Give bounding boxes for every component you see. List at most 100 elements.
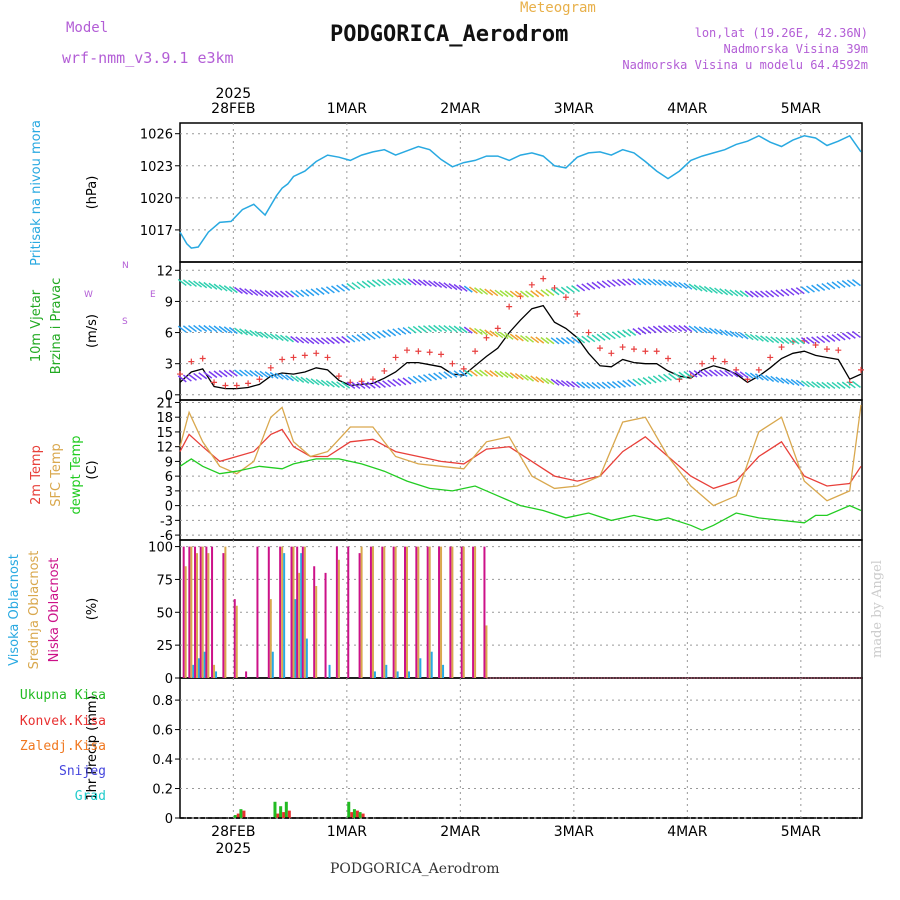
- wind-barb: [489, 289, 499, 297]
- wind-barb: [422, 325, 432, 333]
- wind-barb: [489, 330, 499, 338]
- wind-barb: [193, 372, 203, 381]
- wind-barb: [463, 285, 473, 293]
- y-tick-label: 1017: [140, 224, 173, 239]
- wind-gust-marker: [574, 310, 581, 317]
- wind-barb: [346, 282, 356, 291]
- wind-barb: [841, 280, 851, 288]
- wind-barb: [550, 337, 560, 345]
- wind-barb: [208, 325, 218, 333]
- wind-barb: [765, 335, 775, 344]
- wind-barb: [703, 326, 713, 335]
- wind-gust-marker: [619, 344, 626, 351]
- wind-gust-marker: [823, 346, 830, 353]
- wind-barb: [831, 381, 841, 390]
- y-tick-label: 18: [156, 411, 173, 426]
- low-cloud-label: Niska Oblacnost: [47, 558, 62, 663]
- y-tick-label: 1026: [140, 128, 173, 143]
- wind-gust-marker: [585, 329, 592, 336]
- wind-barb: [642, 377, 652, 385]
- precip-total-bar: [358, 812, 362, 818]
- wind-barb: [239, 287, 249, 295]
- wind-dir-w: W: [84, 290, 93, 300]
- wind-barb: [831, 281, 841, 289]
- wind-barb: [438, 281, 448, 289]
- wind-barb: [259, 289, 269, 298]
- wind-barb: [269, 290, 279, 298]
- wind-barb: [188, 373, 197, 381]
- wind-barb: [448, 325, 458, 333]
- wind-barb: [448, 370, 458, 378]
- wind-barb: [530, 336, 540, 344]
- wind-barb: [565, 285, 575, 294]
- wind-barb: [555, 337, 565, 345]
- model-name: wrf-nmm_v3.9.1 e3km: [62, 49, 234, 67]
- wind-barb: [279, 373, 289, 381]
- wind-barb: [617, 380, 626, 388]
- wind-barb: [188, 279, 197, 288]
- wind-barb: [637, 327, 647, 335]
- wind-barb: [596, 281, 606, 289]
- wind-barb: [811, 284, 821, 292]
- wind-barb: [234, 286, 243, 294]
- wind-barb: [239, 328, 249, 336]
- wind-barb: [780, 289, 790, 297]
- wind-barb: [734, 331, 744, 339]
- wind-barb: [361, 333, 371, 341]
- wind-speed-line: [179, 304, 862, 390]
- wind-barb: [264, 290, 274, 298]
- precip-total-bar: [273, 801, 277, 818]
- wind-gust-marker: [211, 379, 218, 386]
- wind-barb: [525, 335, 535, 343]
- wind-barb: [673, 281, 683, 289]
- wind-barb: [468, 327, 478, 335]
- wind-barb: [688, 283, 698, 291]
- wind-barb: [749, 333, 759, 342]
- wind-barb: [428, 280, 437, 288]
- wind-gust-marker: [267, 364, 274, 371]
- x-tick-label-bottom: 2MAR: [440, 824, 481, 840]
- wind-barb: [637, 377, 647, 386]
- precip-legend-4: Grad: [75, 789, 106, 804]
- wind-barb: [285, 335, 294, 343]
- wind-barb: [591, 334, 601, 342]
- wind-barb: [387, 329, 397, 337]
- x-tick-label-bottom: 28FEB: [211, 824, 255, 840]
- wind-barb: [387, 278, 397, 286]
- wind-barb: [622, 379, 632, 388]
- wind-barb: [663, 325, 672, 333]
- wind-gust-marker: [199, 355, 206, 362]
- wind-barb: [402, 377, 412, 385]
- wind-barb: [719, 369, 729, 377]
- wind-barb: [647, 376, 657, 384]
- wind-barb: [775, 289, 785, 297]
- wind-barb: [234, 369, 243, 377]
- wind-barb: [821, 282, 831, 291]
- wind-barb: [535, 336, 545, 344]
- wind-barb: [366, 332, 376, 340]
- wind-barb: [331, 336, 340, 344]
- wind-barb: [494, 370, 504, 378]
- x-tick-label-top: 5MAR: [781, 101, 822, 117]
- wind-barb: [310, 337, 320, 345]
- wind-gust-marker: [415, 348, 422, 355]
- y-tick-label: 21: [156, 396, 173, 411]
- wind-barb: [300, 336, 310, 344]
- wind-barb: [846, 381, 856, 389]
- wind-barb: [479, 328, 489, 336]
- wind-barb: [198, 324, 208, 333]
- wind-barb: [754, 334, 764, 342]
- wind-barb: [407, 278, 417, 286]
- wind-barb: [259, 370, 269, 378]
- wind-gust-marker: [449, 360, 456, 367]
- wind-barb: [785, 337, 795, 345]
- wind-barb: [453, 283, 463, 292]
- wind-barb: [709, 327, 718, 335]
- y-axis-label: (m/s): [85, 314, 100, 348]
- wind-barb: [811, 336, 821, 344]
- wind-barb: [760, 335, 769, 343]
- wind-barb: [290, 290, 300, 298]
- wind-barb: [806, 380, 815, 388]
- wind-gust-marker: [404, 347, 410, 354]
- wind-barb: [591, 281, 601, 289]
